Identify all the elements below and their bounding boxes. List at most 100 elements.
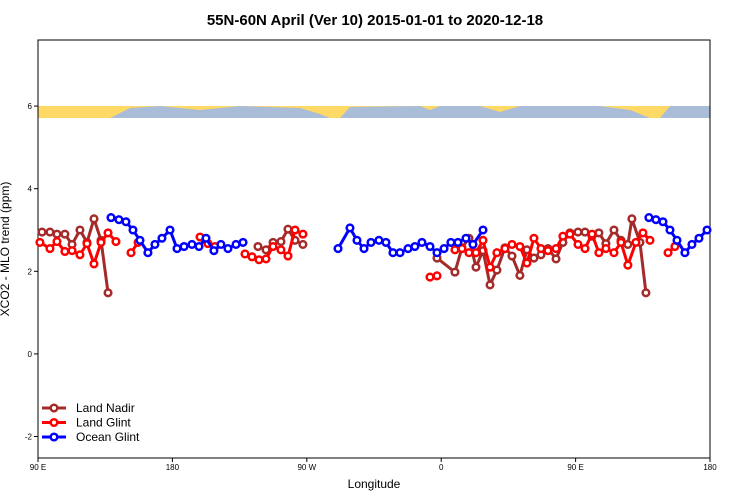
point	[694, 233, 704, 243]
point	[359, 244, 369, 254]
point	[432, 271, 442, 281]
point	[238, 237, 248, 247]
map-strip	[38, 106, 710, 118]
point	[381, 237, 391, 247]
point	[67, 246, 77, 256]
point	[485, 262, 495, 272]
legend-marker	[49, 403, 59, 413]
point	[663, 248, 673, 258]
point	[565, 229, 575, 239]
point	[432, 248, 442, 258]
legend-marker	[49, 417, 59, 428]
point	[468, 239, 478, 250]
point	[425, 241, 435, 252]
point	[644, 213, 654, 223]
legend-label: Land Nadir	[76, 401, 135, 415]
x-tick-label: 90 E	[30, 463, 46, 472]
point	[680, 248, 690, 258]
point	[290, 225, 300, 235]
x-tick-label: 180	[703, 463, 717, 472]
point	[417, 237, 427, 247]
y-tick-label: 6	[28, 102, 33, 111]
point	[478, 235, 488, 245]
point	[665, 225, 675, 235]
point	[446, 237, 456, 247]
point	[439, 244, 449, 254]
point	[492, 265, 502, 275]
point	[587, 229, 597, 239]
point	[157, 233, 167, 243]
point	[268, 241, 278, 252]
point	[672, 235, 682, 245]
point	[261, 245, 271, 255]
point	[187, 239, 197, 250]
point	[464, 248, 474, 258]
point	[616, 237, 626, 247]
y-tick-label: 2	[28, 267, 33, 276]
point	[658, 217, 668, 227]
point	[551, 244, 561, 254]
legend-marker	[49, 432, 59, 442]
point	[410, 241, 420, 252]
point	[150, 239, 160, 250]
point	[106, 213, 116, 223]
point	[45, 227, 55, 237]
point	[114, 215, 124, 225]
point	[492, 248, 502, 258]
point	[298, 239, 308, 250]
point	[573, 239, 583, 250]
point	[143, 248, 153, 258]
point	[638, 228, 648, 238]
point	[352, 235, 362, 245]
point	[627, 214, 637, 224]
point	[687, 239, 697, 250]
point	[388, 248, 398, 258]
point	[529, 253, 539, 263]
point	[366, 237, 376, 247]
point	[601, 244, 611, 254]
point	[52, 229, 62, 239]
point	[609, 248, 619, 258]
x-tick-label: 180	[166, 463, 180, 472]
point	[223, 244, 233, 254]
point	[450, 245, 460, 255]
chart-title: 55N-60N April (Ver 10) 2015-01-01 to 202…	[207, 12, 543, 29]
point	[75, 250, 85, 260]
point	[298, 229, 308, 239]
point	[551, 254, 561, 264]
point	[453, 237, 463, 247]
point	[103, 228, 113, 238]
point	[333, 244, 343, 254]
point	[261, 254, 271, 264]
point	[283, 251, 293, 261]
point	[253, 241, 263, 252]
point	[507, 239, 517, 250]
point	[52, 237, 62, 247]
point	[60, 229, 70, 239]
point	[172, 244, 182, 254]
point	[543, 246, 553, 256]
point	[103, 288, 113, 298]
point	[558, 231, 568, 241]
point	[651, 215, 661, 225]
point	[37, 227, 47, 237]
point	[276, 245, 286, 255]
point	[573, 227, 583, 237]
point	[201, 233, 211, 243]
point	[165, 225, 175, 235]
point	[179, 241, 189, 252]
point	[536, 244, 546, 254]
point	[209, 246, 219, 256]
point	[580, 227, 590, 237]
point	[283, 224, 293, 234]
y-tick-label: -2	[25, 433, 33, 442]
point	[631, 237, 641, 247]
point	[45, 244, 55, 254]
plot-frame	[37, 39, 711, 459]
point	[247, 252, 257, 262]
point	[471, 262, 481, 272]
point	[60, 246, 70, 257]
point	[522, 258, 532, 268]
point	[89, 259, 99, 269]
